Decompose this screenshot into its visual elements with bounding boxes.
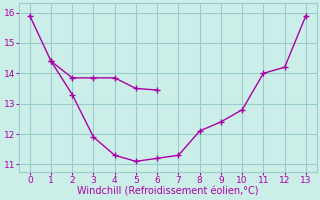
X-axis label: Windchill (Refroidissement éolien,°C): Windchill (Refroidissement éolien,°C) [77, 187, 259, 197]
